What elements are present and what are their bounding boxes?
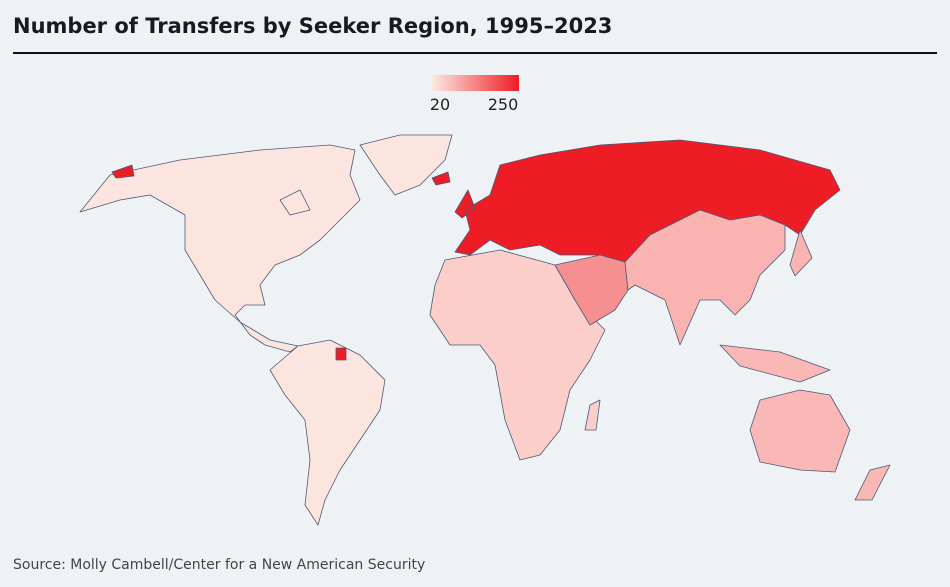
colorbar: [432, 75, 519, 91]
title: Number of Transfers by Seeker Region, 19…: [13, 14, 613, 38]
source: Source: Molly Cambell/Center for a New A…: [13, 557, 426, 573]
title-rule: [13, 52, 937, 54]
region: [719, 344, 891, 501]
region: [269, 339, 386, 526]
region: [79, 134, 453, 353]
colorbar-tick-label: 250: [488, 95, 519, 114]
region: [554, 254, 629, 326]
colorbar-tick-label: 20: [430, 95, 450, 114]
region: [624, 209, 813, 346]
region: [111, 139, 841, 361]
